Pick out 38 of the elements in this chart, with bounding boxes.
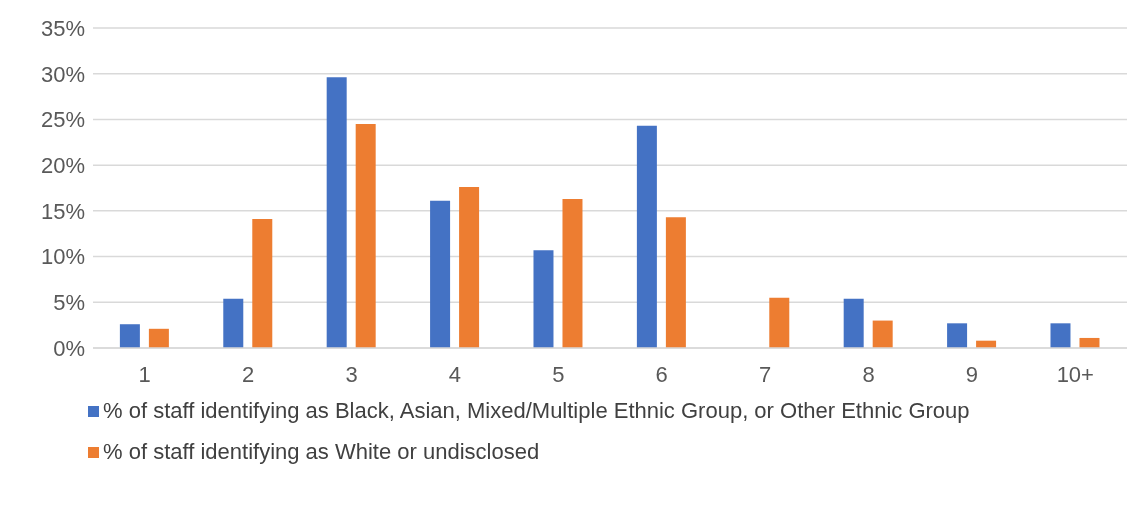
- bar: [843, 298, 864, 348]
- x-tick-label: 4: [448, 361, 462, 387]
- x-tick-label: 7: [758, 361, 772, 387]
- x-tick-label: 3: [345, 361, 358, 387]
- y-tick-label: 30%: [40, 61, 85, 87]
- bar: [636, 125, 657, 348]
- bar: [533, 250, 554, 348]
- bar: [1050, 323, 1071, 348]
- x-tick-label: 6: [655, 361, 668, 387]
- x-tick-label: 5: [552, 361, 565, 387]
- bar: [769, 297, 790, 348]
- y-tick-label: 15%: [40, 198, 85, 224]
- x-tick-label: 2: [241, 361, 255, 387]
- bar: [872, 320, 893, 348]
- x-tick-label: 8: [862, 361, 875, 387]
- bar: [665, 217, 686, 348]
- x-tick-label: 9: [965, 361, 979, 387]
- bar: [947, 323, 968, 348]
- bar: [430, 200, 451, 348]
- y-tick-label: 0%: [53, 335, 85, 361]
- y-tick-label: 25%: [40, 107, 85, 133]
- bar: [252, 219, 273, 348]
- bar: [562, 198, 583, 348]
- legend-label: % of staff identifying as White or undisclosed: [103, 438, 540, 465]
- bar: [1079, 337, 1100, 348]
- y-tick-label: 5%: [53, 290, 85, 316]
- y-tick-label: 10%: [40, 244, 85, 270]
- x-tick-label: 10+: [1056, 361, 1094, 387]
- x-tick-label: 1: [138, 361, 151, 387]
- bar: [459, 187, 480, 348]
- y-tick-label: 20%: [40, 152, 85, 178]
- bar: [355, 124, 376, 348]
- y-tick-label: 35%: [40, 15, 85, 41]
- bar: [326, 77, 347, 348]
- legend-label: % of staff identifying as Black, Asian, Mixed/Multiple Ethnic Group, or Other Ethnic Group: [103, 397, 970, 424]
- bar: [223, 298, 244, 348]
- bar: [148, 328, 169, 348]
- bar: [119, 324, 140, 348]
